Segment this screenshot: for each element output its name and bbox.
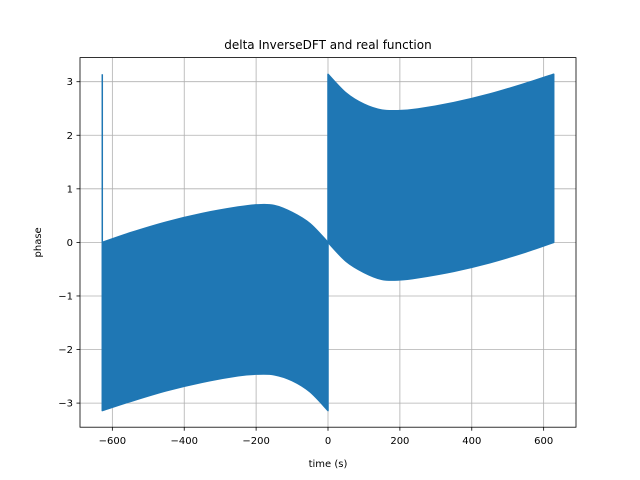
y-axis-label: phase xyxy=(33,227,44,257)
chart-title: delta InverseDFT and real function xyxy=(224,38,431,52)
y-tick-label: −1 xyxy=(58,291,73,302)
y-tick-label: 2 xyxy=(67,131,73,142)
x-tick-label: −600 xyxy=(99,436,126,447)
phase-band-2 xyxy=(327,73,555,281)
y-tick-label: 1 xyxy=(67,184,73,195)
y-tick-label: 3 xyxy=(67,77,73,88)
y-tick-label: −2 xyxy=(58,345,73,356)
y-tick-label: −3 xyxy=(58,399,73,410)
x-axis-label: time (s) xyxy=(309,459,348,470)
x-tick-label: −400 xyxy=(170,436,197,447)
plot-area xyxy=(101,73,555,412)
x-tick-label: 0 xyxy=(325,436,331,447)
x-tick-label: 200 xyxy=(390,436,409,447)
y-tick-label: 0 xyxy=(67,238,73,249)
x-tick-label: 400 xyxy=(462,436,481,447)
x-tick-label: −200 xyxy=(242,436,269,447)
x-tick-label: 600 xyxy=(534,436,553,447)
x-axis-ticks: −600 −400 −200 0 200 400 600 xyxy=(99,427,553,447)
phase-band-1 xyxy=(101,203,329,412)
y-axis-ticks: −3 −2 −1 0 1 2 3 xyxy=(58,77,80,410)
